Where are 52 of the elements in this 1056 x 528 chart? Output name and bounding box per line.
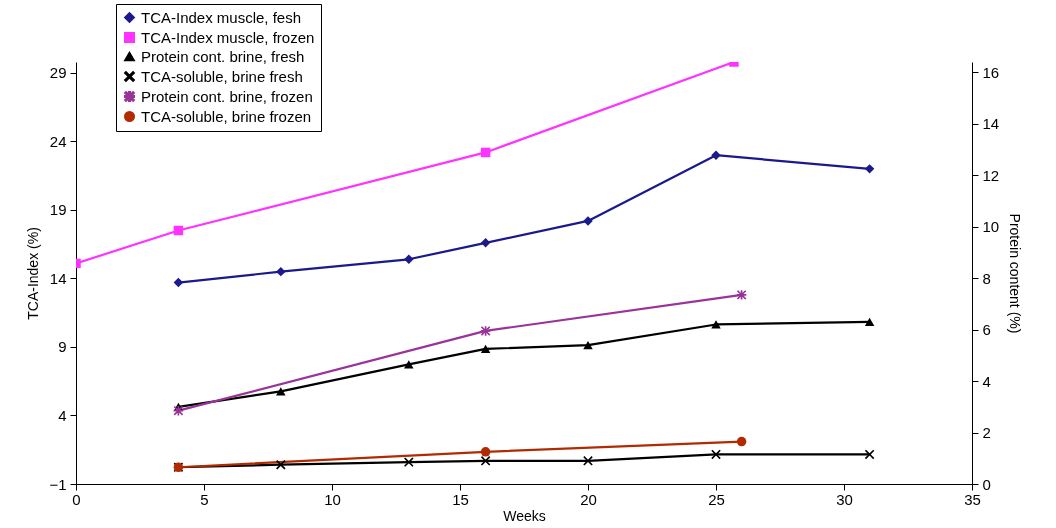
y-tick-label: 29	[49, 64, 67, 82]
x-tick-label: 20	[580, 490, 597, 508]
x-tick-label: 25	[708, 490, 725, 508]
x-tick-label: 35	[964, 490, 981, 508]
point	[583, 340, 593, 350]
point	[173, 225, 184, 236]
y2-tick-label: 8	[982, 269, 991, 287]
y2-tick-label: 0	[982, 475, 991, 493]
point	[276, 459, 286, 470]
legend-label: TCA-Index muscle, frozen	[141, 28, 315, 46]
y-axis-title: TCA-Index (%)	[25, 227, 42, 320]
y-tick-label: −1	[49, 475, 67, 493]
y2-tick-label: 12	[982, 166, 1000, 184]
y2-tick-label: 10	[982, 218, 1000, 236]
y2-tick-label: 14	[982, 115, 1000, 133]
x-tick-label: 30	[836, 490, 853, 508]
x-tick-label: 5	[200, 490, 209, 508]
point	[864, 164, 875, 174]
point	[480, 147, 491, 158]
point	[276, 387, 286, 396]
point	[404, 360, 414, 369]
y-tick-label: 24	[49, 132, 67, 150]
point	[404, 457, 414, 467]
y2-axis-title: Protein content (%)	[1007, 213, 1024, 334]
y2-tick-label: 6	[982, 321, 991, 339]
legend-label: TCA-Index muscle, fesh	[141, 8, 302, 26]
point	[583, 456, 593, 466]
x-tick-label: 0	[72, 490, 81, 508]
point	[864, 449, 875, 460]
x-tick-label: 15	[452, 490, 469, 508]
point	[480, 238, 491, 248]
y2-tick-label: 16	[982, 63, 1000, 81]
point	[276, 266, 286, 277]
x-axis-title: Weeks	[503, 507, 546, 524]
legend-label: TCA-soluble, brine fresh	[141, 67, 303, 85]
point	[480, 344, 491, 354]
point	[736, 436, 747, 447]
point	[864, 317, 875, 326]
y2-tick-label: 4	[982, 372, 991, 390]
legend-label: Protein cont. brine, fresh	[141, 47, 305, 65]
legend-label: TCA-soluble, brine frozen	[141, 107, 312, 125]
point	[711, 320, 721, 329]
y-tick-label: 4	[58, 406, 67, 424]
x-tick-label: 10	[324, 490, 341, 508]
point	[404, 254, 414, 265]
y-tick-label: 19	[49, 201, 67, 219]
legend-label: Protein cont. brine, frozen	[141, 87, 313, 105]
y2-tick-label: 2	[982, 424, 991, 442]
y-tick-label: 14	[49, 269, 67, 287]
point	[480, 447, 491, 457]
point	[173, 277, 184, 288]
y-tick-label: 9	[58, 338, 67, 356]
